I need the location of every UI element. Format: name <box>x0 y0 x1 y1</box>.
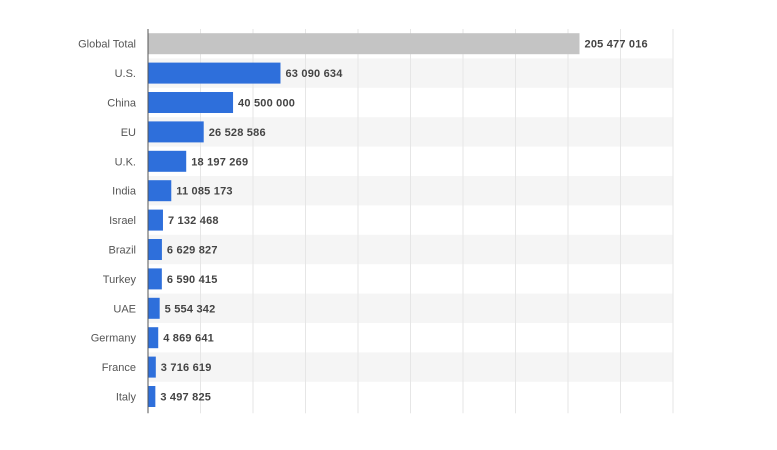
value-label: 7 132 468 <box>168 215 219 227</box>
bar-germany <box>148 327 159 349</box>
bar-india <box>148 180 172 202</box>
bar-china <box>148 92 234 113</box>
value-label: 205 477 016 <box>585 39 648 51</box>
bar-eu <box>148 121 204 143</box>
bars <box>148 33 580 407</box>
category-labels: Global Total U.S. China EU U.K. India Israel Br… <box>78 39 137 404</box>
value-label: 11 085 173 <box>176 186 232 198</box>
value-label: 40 500 000 <box>238 98 295 110</box>
category-label: Brazil <box>108 245 136 257</box>
bar-brazil <box>148 239 162 260</box>
category-label: China <box>107 98 137 110</box>
bar-uae <box>148 297 160 319</box>
category-label: Turkey <box>103 274 137 286</box>
category-label: U.S. <box>115 68 136 80</box>
category-label: France <box>102 362 136 374</box>
bar-france <box>148 356 156 378</box>
value-label: 6 590 415 <box>167 274 218 286</box>
bar-italy <box>148 386 156 407</box>
category-label: Global Total <box>78 39 136 51</box>
category-label: Germany <box>91 333 137 345</box>
value-label: 5 554 342 <box>165 303 216 315</box>
bar-turkey <box>148 268 162 290</box>
value-label: 4 869 641 <box>163 333 214 345</box>
value-label: 18 197 269 <box>191 156 248 168</box>
category-label: Israel <box>109 215 136 227</box>
bar-u-k <box>148 150 187 172</box>
category-label: EU <box>121 127 136 139</box>
value-label: 6 629 827 <box>167 245 218 257</box>
value-label: 3 716 619 <box>161 362 212 374</box>
value-labels: 205 477 016 63 090 634 40 500 000 26 528 58… <box>160 39 648 404</box>
category-label: India <box>112 186 137 198</box>
category-label: Italy <box>116 392 137 404</box>
category-label: UAE <box>113 303 136 315</box>
bar-israel <box>148 209 163 231</box>
bar-global-total <box>148 33 580 55</box>
value-label: 26 528 586 <box>209 127 266 139</box>
value-label: 63 090 634 <box>285 68 343 80</box>
category-label: U.K. <box>115 156 136 168</box>
bar-u-s <box>148 62 281 84</box>
value-label: 3 497 825 <box>160 392 211 404</box>
